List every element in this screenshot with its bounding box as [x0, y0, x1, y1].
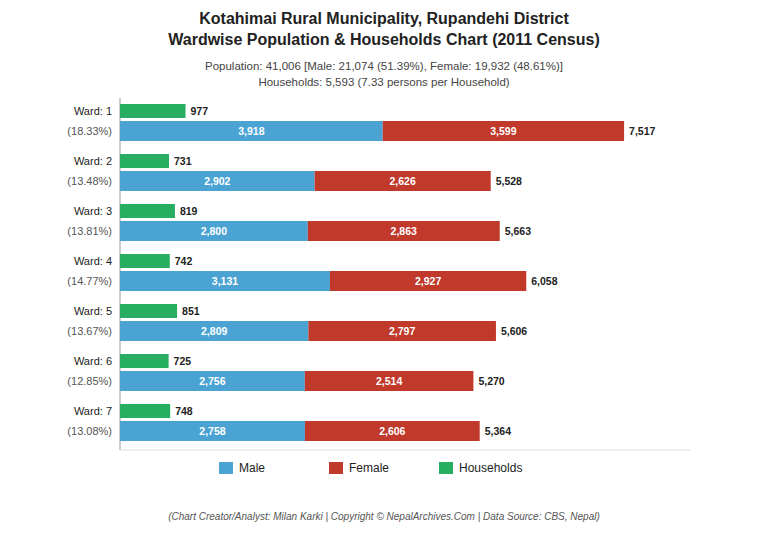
- population-bar: [305, 421, 480, 441]
- data-label: 3,131: [212, 275, 238, 287]
- population-bar: [308, 321, 496, 341]
- share-label: (13.81%): [67, 225, 112, 237]
- share-label: (14.77%): [67, 275, 112, 287]
- data-label: 2,809: [201, 325, 227, 337]
- population-bar: [315, 171, 491, 191]
- data-label: 2,756: [199, 375, 225, 387]
- share-label: (12.85%): [67, 375, 112, 387]
- labels: 977 3,918 3,599 7,517 Ward: 1 (18.33%) 731 2,90…: [67, 105, 655, 437]
- households-bar: [120, 254, 170, 268]
- category-label: Ward: 6: [74, 355, 112, 367]
- population-bar: [120, 171, 315, 191]
- population-bar: [120, 371, 305, 391]
- data-label: 2,902: [204, 175, 230, 187]
- share-label: (13.48%): [67, 175, 112, 187]
- share-label: (13.08%): [67, 425, 112, 437]
- data-label: 851: [182, 305, 200, 317]
- legend-entry: Male: [239, 461, 265, 475]
- population-bar: [120, 421, 305, 441]
- data-label: 2,514: [376, 375, 402, 387]
- chart: Kotahimai Rural Municipality, Rupandehi …: [0, 0, 768, 536]
- population-bar: [120, 321, 308, 341]
- population-bar: [383, 121, 624, 141]
- share-label: (13.67%): [67, 325, 112, 337]
- legend-swatch: [329, 462, 343, 474]
- category-label: Ward: 1: [74, 105, 112, 117]
- category-label: Ward: 3: [74, 205, 112, 217]
- population-bar: [308, 221, 500, 241]
- legend-entry: Households: [459, 461, 522, 475]
- total-label: 5,606: [501, 325, 527, 337]
- axis-line: [120, 450, 690, 451]
- data-label: 2,863: [391, 225, 417, 237]
- category-label: Ward: 5: [74, 305, 112, 317]
- data-label: 2,797: [389, 325, 415, 337]
- data-label: 2,626: [390, 175, 416, 187]
- footer: (Chart Creator/Analyst: Milan Karki | Co…: [168, 511, 600, 522]
- data-label: 725: [174, 355, 192, 367]
- households-bar: [120, 404, 170, 418]
- data-label: 2,800: [201, 225, 227, 237]
- population-bar: [120, 221, 308, 241]
- share-label: (18.33%): [67, 125, 112, 137]
- total-label: 5,663: [505, 225, 531, 237]
- households-bar: [120, 104, 186, 118]
- legend-swatch: [439, 462, 453, 474]
- title: Kotahimai Rural Municipality, Rupandehi …: [199, 10, 569, 27]
- data-label: 819: [180, 205, 198, 217]
- population-bar: [305, 371, 474, 391]
- total-label: 5,528: [496, 175, 522, 187]
- population-bar: [330, 271, 526, 291]
- data-label: 2,758: [199, 425, 225, 437]
- subtitle: Households: 5,593 (7.33 persons per Hous…: [258, 76, 509, 88]
- total-label: 5,270: [478, 375, 504, 387]
- bars: [120, 104, 624, 441]
- data-label: 731: [174, 155, 192, 167]
- data-label: 742: [175, 255, 193, 267]
- data-label: 3,918: [238, 125, 264, 137]
- households-bar: [120, 204, 175, 218]
- category-label: Ward: 4: [74, 255, 112, 267]
- data-label: 977: [191, 105, 209, 117]
- total-label: 6,058: [531, 275, 557, 287]
- population-bar: [120, 121, 383, 141]
- legend: Male Female Households: [219, 461, 522, 475]
- total-label: 5,364: [485, 425, 511, 437]
- category-label: Ward: 7: [74, 405, 112, 417]
- data-label: 2,606: [379, 425, 405, 437]
- households-bar: [120, 154, 169, 168]
- population-bar: [120, 271, 330, 291]
- title: Wardwise Population & Households Chart (…: [168, 31, 599, 48]
- data-label: 2,927: [415, 275, 441, 287]
- legend-swatch: [219, 462, 233, 474]
- subtitle: Population: 41,006 [Male: 21,074 (51.39%…: [205, 60, 563, 72]
- households-bar: [120, 354, 169, 368]
- households-bar: [120, 304, 177, 318]
- data-label: 748: [175, 405, 193, 417]
- data-label: 3,599: [490, 125, 516, 137]
- total-label: 7,517: [629, 125, 655, 137]
- category-label: Ward: 2: [74, 155, 112, 167]
- legend-entry: Female: [349, 461, 389, 475]
